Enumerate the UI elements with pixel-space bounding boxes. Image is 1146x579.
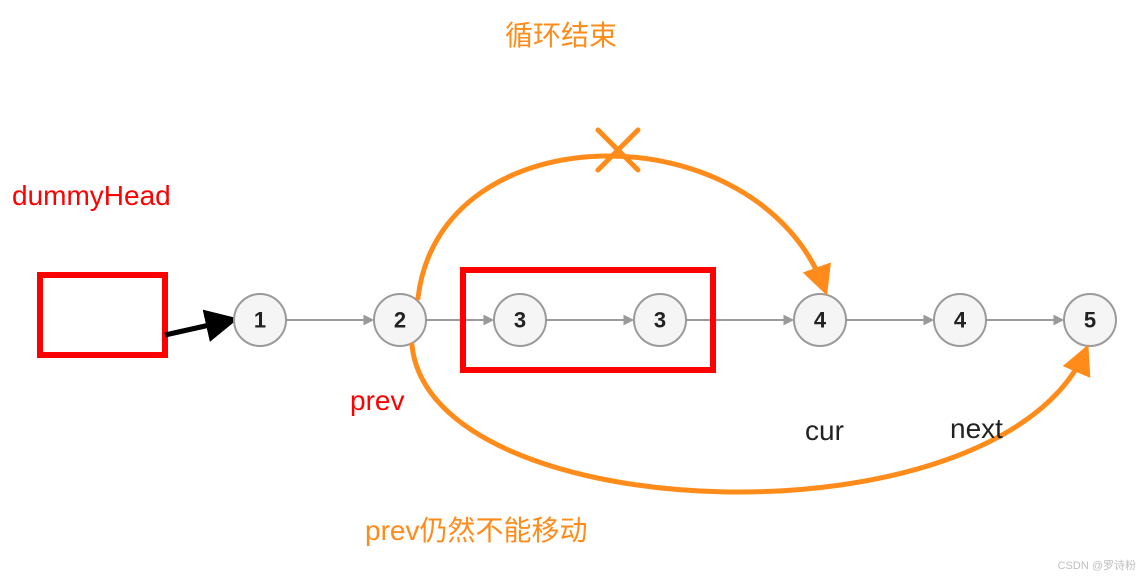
dummy-head-box: [40, 275, 165, 355]
node-n7: 5: [1064, 294, 1116, 346]
label-prev: prev: [350, 385, 404, 416]
edge-dummy-n1: [165, 320, 232, 335]
node-n6: 4: [934, 294, 986, 346]
curve-prev-to-4: [418, 156, 825, 298]
node-n3-value: 3: [514, 308, 526, 333]
diagram-canvas: 1 2 3 3 4 4 5 dummyHead 循环结束 prev cur next prev仍然不能移…: [0, 0, 1146, 579]
label-next: next: [950, 413, 1003, 444]
node-n1: 1: [234, 294, 286, 346]
node-n4: 3: [634, 294, 686, 346]
node-n4-value: 3: [654, 308, 666, 333]
node-n5-value: 4: [814, 308, 827, 333]
node-n6-value: 4: [954, 308, 967, 333]
label-cur: cur: [805, 415, 844, 446]
node-n1-value: 1: [254, 308, 266, 333]
label-loop_end: 循环结束: [505, 20, 617, 51]
node-n5: 4: [794, 294, 846, 346]
node-n2-value: 2: [394, 308, 406, 333]
node-n7-value: 5: [1084, 308, 1096, 333]
node-n3: 3: [494, 294, 546, 346]
label-prev_note: prev仍然不能移动: [365, 515, 587, 546]
node-n2: 2: [374, 294, 426, 346]
watermark-text: CSDN @罗诗粉: [1058, 557, 1136, 573]
label-dummyHead: dummyHead: [12, 180, 171, 211]
